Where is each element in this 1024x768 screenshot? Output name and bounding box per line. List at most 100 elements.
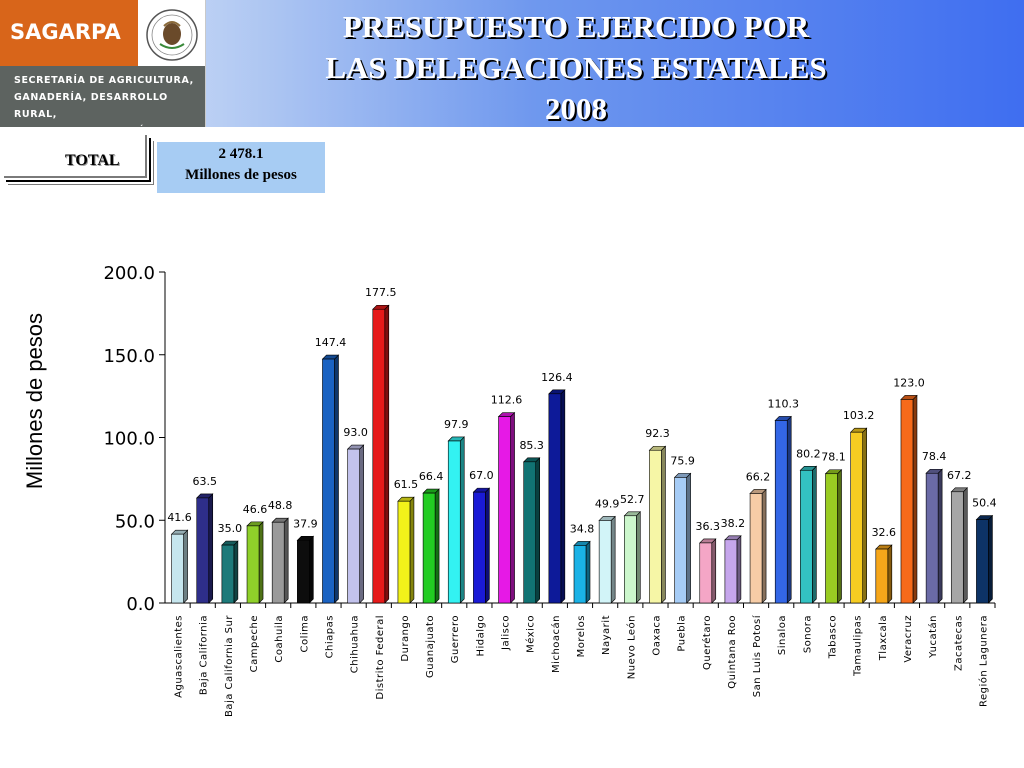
x-tick-label: Guerrero: [450, 615, 461, 663]
bar-data-label: 80.2: [796, 447, 821, 460]
y-tick-label: 100.0: [103, 429, 155, 450]
bar-data-label: 49.9: [595, 497, 620, 510]
x-tick-label: Morelos: [576, 615, 587, 657]
secretaria-name: SECRETARÍA DE AGRICULTURA, GANADERÍA, DE…: [14, 72, 205, 140]
bar: [196, 497, 210, 604]
bar-data-label: 126.4: [541, 371, 573, 384]
bar-side: [761, 488, 767, 604]
secretaria-line-1: SECRETARÍA DE AGRICULTURA,: [14, 75, 194, 86]
bar-data-label: 66.4: [419, 470, 444, 483]
total-value: 2 478.1: [218, 146, 264, 162]
x-tick-label: Hidalgo: [475, 615, 486, 657]
logo-brand-block: SAGARPA: [0, 0, 138, 66]
bar-data-label: 35.0: [218, 522, 243, 535]
bar-side: [334, 354, 339, 604]
x-tick-label: Yucatán: [927, 615, 939, 659]
x-tick-label: Campeche: [249, 615, 260, 672]
x-tick-label: México: [525, 615, 537, 653]
x-tick-label: Baja California: [199, 615, 210, 695]
bar: [624, 515, 637, 604]
bar: [598, 520, 612, 604]
bar-side: [812, 465, 817, 604]
bar-side: [711, 538, 717, 604]
x-tick-label: Durango: [400, 615, 411, 662]
x-tick-label: Puebla: [677, 615, 688, 652]
bar-data-label: 92.3: [645, 427, 670, 440]
bar-side: [736, 535, 742, 604]
bar: [498, 416, 511, 604]
bar: [271, 521, 285, 604]
bar-side: [384, 304, 390, 604]
bar-data-label: 78.1: [821, 451, 846, 464]
bar-side: [962, 487, 968, 604]
bar: [473, 491, 486, 604]
bar-side: [786, 415, 792, 604]
bar: [900, 399, 914, 604]
bar-side: [837, 469, 842, 604]
bar: [649, 449, 662, 604]
bar: [800, 469, 813, 604]
bar-data-label: 52.7: [620, 493, 645, 506]
x-tick-label: Michoacán: [550, 615, 562, 673]
bar: [397, 500, 411, 604]
bar: [322, 358, 335, 604]
x-tick-label: Tabasco: [828, 615, 839, 659]
bar: [573, 545, 587, 604]
bar-side: [283, 517, 289, 604]
bar-side: [359, 444, 364, 604]
bar-data-label: 63.5: [192, 475, 217, 488]
x-tick-label: Nayarit: [601, 615, 612, 655]
total-label: TOTAL: [65, 152, 120, 169]
bar-side: [686, 472, 691, 604]
bar-side: [988, 514, 993, 604]
bar: [925, 472, 939, 604]
bar-side: [434, 488, 440, 604]
bar-side: [309, 535, 314, 604]
logo-brand-text: SAGARPA: [10, 20, 121, 44]
bar-data-label: 67.2: [947, 469, 972, 482]
bar: [674, 477, 687, 604]
bar-data-label: 78.4: [922, 450, 947, 463]
x-tick-label: San Luis Potosí: [751, 614, 763, 697]
x-tick-label: Colima: [299, 615, 310, 653]
bar: [221, 544, 235, 604]
bar-side: [862, 427, 867, 604]
bar-data-label: 41.6: [167, 511, 192, 524]
bar: [724, 539, 738, 604]
bar-side: [535, 457, 540, 604]
sagarpa-logo: SAGARPA SECRETARÍA DE AGRICULTURA, GANAD…: [0, 0, 206, 137]
bar: [749, 493, 763, 604]
bar-data-label: 50.4: [972, 497, 997, 510]
bar-side: [208, 493, 214, 604]
total-frame: [4, 135, 154, 185]
x-tick-label: Zacatecas: [953, 615, 964, 671]
title-line-1: PRESUPUESTO EJERCIDO POR: [342, 9, 810, 44]
x-tick-label: Tlaxcala: [878, 615, 889, 661]
x-tick-label: Sonora: [802, 615, 813, 653]
mexican-seal-icon: [146, 9, 198, 61]
bar: [171, 533, 184, 604]
secretaria-line-2: GANADERÍA, DESARROLLO RURAL,: [14, 92, 168, 120]
bar: [875, 548, 889, 604]
y-tick-label: 150.0: [103, 346, 155, 367]
x-tick-label: Nuevo León: [625, 615, 637, 679]
bar-data-label: 110.3: [767, 397, 799, 410]
secretaria-band: [0, 66, 205, 127]
x-tick-label: Distrito Federal: [375, 615, 386, 700]
y-tick-label: 0.0: [126, 594, 155, 615]
bar-side: [459, 436, 465, 604]
bar: [950, 491, 964, 604]
title-line-3: 2008: [545, 91, 607, 126]
x-tick-label: Jalisco: [501, 615, 512, 651]
bar: [548, 393, 562, 604]
bar: [699, 542, 713, 604]
x-tick-label: Sinaloa: [777, 615, 788, 655]
x-tick-label: Aguascalientes: [174, 615, 185, 698]
bar-side: [183, 529, 188, 604]
bar-data-label: 85.3: [519, 439, 544, 452]
bar: [850, 431, 863, 604]
bar-data-label: 93.0: [343, 426, 368, 439]
bar-side: [661, 445, 666, 604]
title-line-2: LAS DELEGACIONES ESTATALES: [325, 50, 827, 85]
